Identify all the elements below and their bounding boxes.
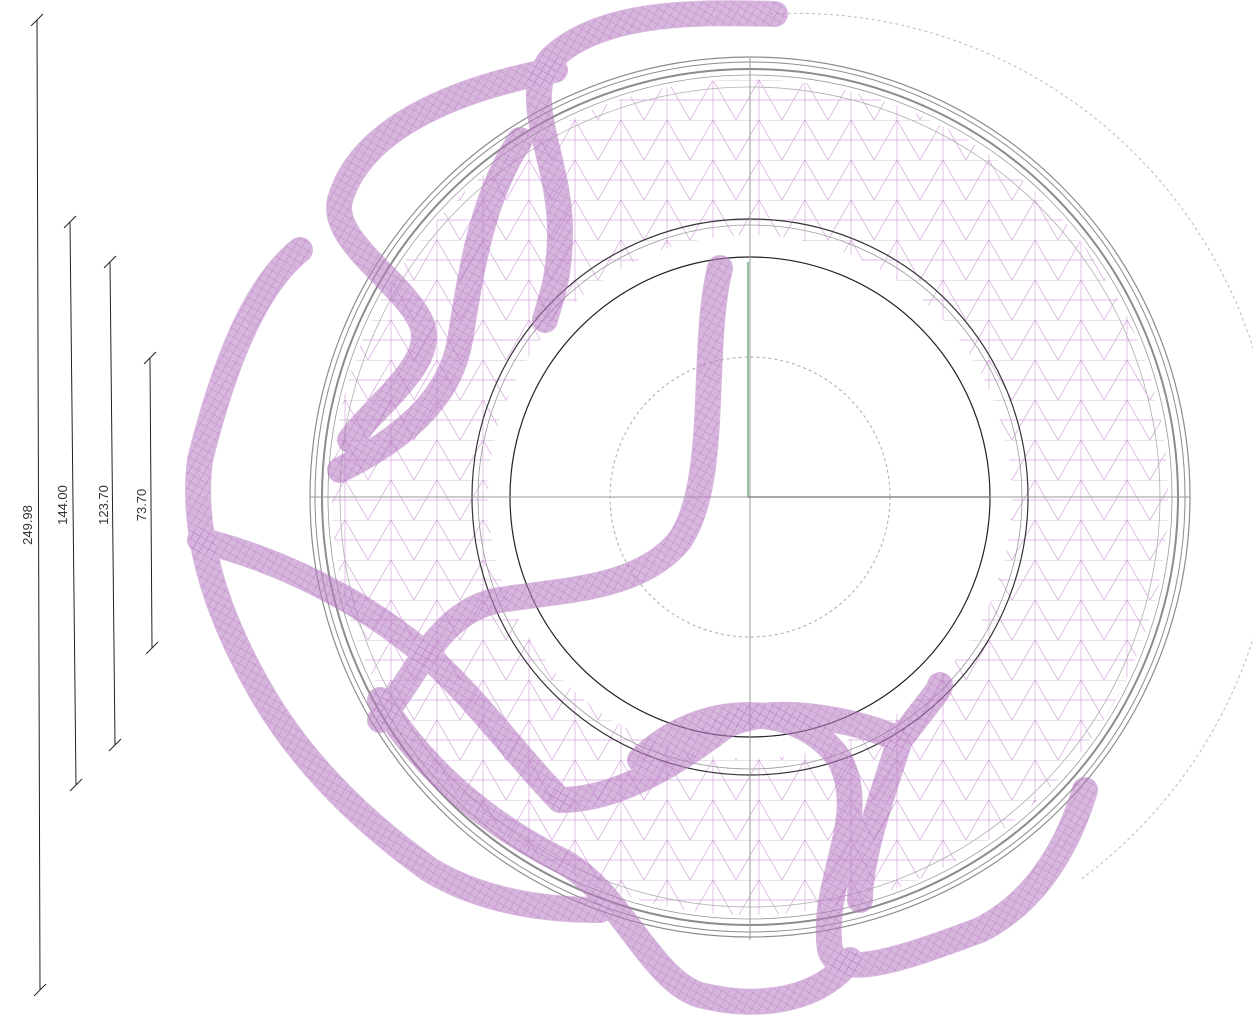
dimension-144-00	[63, 215, 83, 792]
outer-dotted-arc	[769, 12, 1253, 881]
dimension-labels: 249.98 144.00 123.70 73.70	[20, 485, 149, 545]
wireframe-tubes	[185, 0, 1098, 1015]
dimension-label-144-00: 144.00	[55, 485, 70, 525]
dimension-73-70	[143, 351, 159, 655]
dimension-label-249-98: 249.98	[20, 505, 35, 545]
dimension-249-98	[30, 13, 47, 997]
dimension-123-70	[103, 255, 122, 752]
dimension-label-73-70: 73.70	[134, 489, 149, 522]
axis-lines	[310, 58, 1190, 940]
dimension-label-123-70: 123.70	[96, 485, 111, 525]
dimension-lines	[30, 13, 159, 997]
